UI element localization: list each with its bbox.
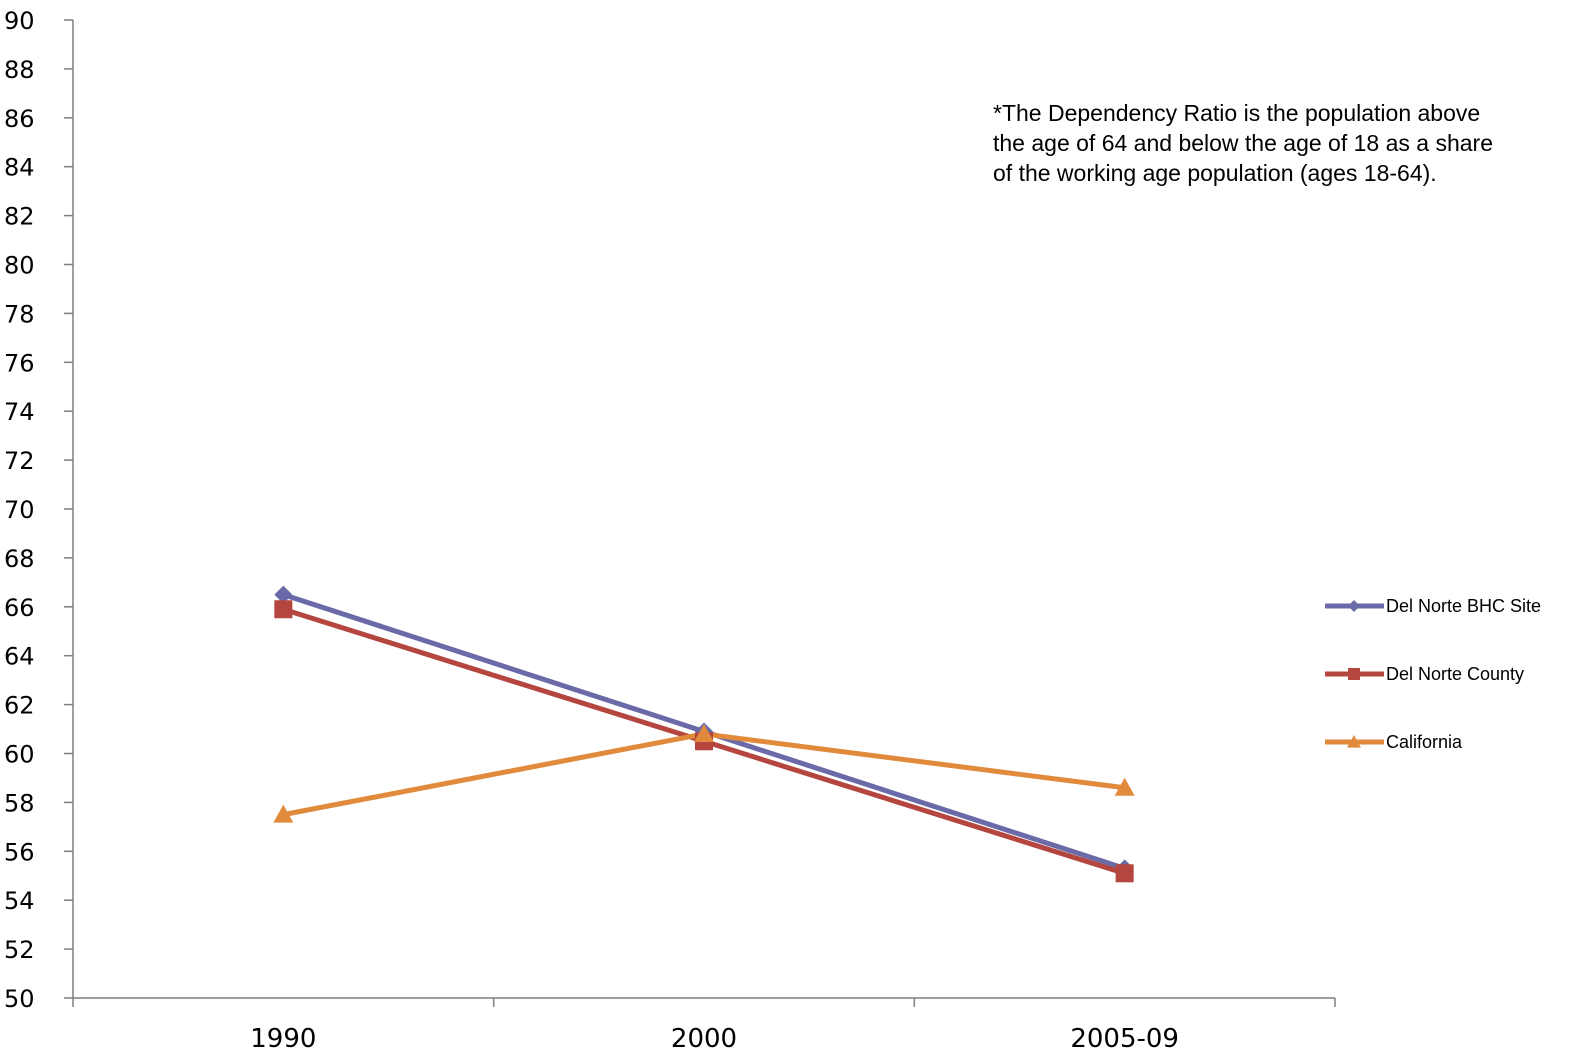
y-tick-label: 78 — [4, 300, 35, 328]
y-tick-label: 68 — [4, 545, 35, 573]
y-tick-label: 80 — [4, 252, 35, 280]
legend-label: California — [1386, 732, 1463, 752]
y-tick-label: 90 — [4, 7, 35, 35]
y-tick-label: 74 — [4, 398, 35, 426]
legend-label: Del Norte BHC Site — [1386, 596, 1541, 616]
y-tick-label: 52 — [4, 936, 35, 964]
data-point — [274, 585, 293, 604]
y-tick-label: 60 — [4, 741, 35, 769]
y-tick-label: 62 — [4, 692, 35, 720]
data-point — [694, 723, 714, 742]
y-tick-label: 64 — [4, 643, 35, 671]
note-line: of the working age population (ages 18-6… — [993, 160, 1437, 186]
legend-marker — [1348, 668, 1360, 680]
legend-item: California — [1325, 732, 1463, 752]
y-tick-label: 66 — [4, 594, 35, 622]
y-tick-label: 84 — [4, 154, 35, 182]
y-tick-label: 72 — [4, 447, 35, 475]
data-point — [273, 804, 294, 823]
legend-label: Del Norte County — [1386, 664, 1524, 684]
note-line: the age of 64 and below the age of 18 as… — [993, 130, 1493, 156]
y-axis-ticks: 50 52 54 56 58 60 62 64 66 68 70 72 74 76 78 80 82 84 86 88… — [4, 7, 73, 1013]
data-point — [274, 600, 293, 619]
y-tick-label: 82 — [4, 203, 35, 231]
y-tick-label: 56 — [4, 838, 35, 866]
data-point — [1115, 864, 1134, 883]
x-tick-label: 1990 — [250, 1024, 316, 1054]
legend-marker — [1348, 600, 1360, 612]
y-tick-label: 86 — [4, 105, 35, 133]
data-point — [1114, 777, 1135, 796]
series-markers — [273, 585, 1135, 883]
legend-marker — [1347, 735, 1361, 748]
legend-item: Del Norte County — [1325, 664, 1524, 684]
x-tick-label: 2005-09 — [1070, 1024, 1179, 1054]
y-tick-label: 58 — [4, 789, 35, 817]
y-tick-label: 70 — [4, 496, 35, 524]
note-line: *The Dependency Ratio is the population … — [993, 100, 1481, 126]
x-axis-ticks: 1990 2000 2005-09 — [72, 998, 1336, 1054]
y-tick-label: 54 — [4, 887, 35, 915]
y-tick-label: 88 — [4, 56, 35, 84]
x-tick-label: 2000 — [671, 1024, 737, 1054]
y-tick-label: 76 — [4, 349, 35, 377]
legend: Del Norte BHC Site Del Norte County Califo… — [1325, 596, 1541, 752]
dependency-ratio-note: *The Dependency Ratio is the population … — [993, 98, 1576, 188]
legend-item: Del Norte BHC Site — [1325, 596, 1541, 616]
y-tick-label: 50 — [4, 985, 35, 1013]
